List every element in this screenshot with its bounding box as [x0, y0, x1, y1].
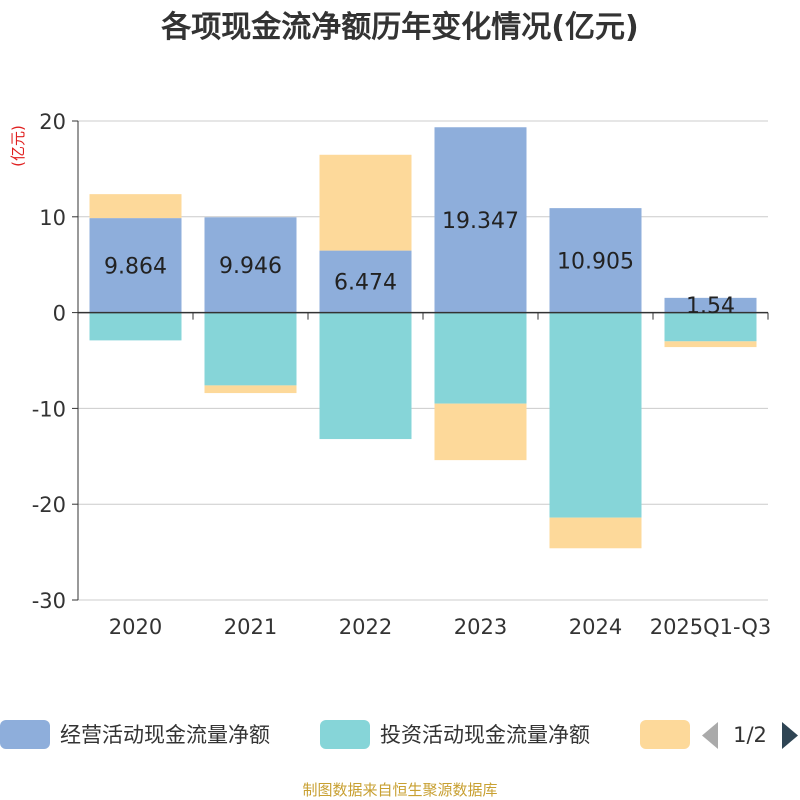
y-tick-label: -20 — [32, 493, 66, 517]
y-tick-label: 0 — [53, 302, 66, 326]
bar-1-2020[interactable] — [89, 218, 182, 313]
bar-3-2024[interactable] — [549, 517, 642, 549]
bar-1-2025Q1-Q3[interactable] — [664, 297, 757, 313]
bar-1-2024[interactable] — [549, 208, 642, 313]
pager-page-indicator: 1/2 — [733, 723, 767, 747]
bar-2-2020[interactable] — [89, 312, 182, 341]
legend-swatch-2[interactable] — [320, 720, 370, 749]
bar-2-2025Q1-Q3[interactable] — [664, 312, 757, 342]
x-tick-label-2025Q1-Q3: 2025Q1-Q3 — [650, 615, 772, 639]
axes: 20 10 0 -10 -20 -30 2020 2021 2022 2023 2024 2025Q1… — [32, 110, 772, 639]
data-label-2022: 6.474 — [334, 271, 397, 296]
x-tick-label-2022: 2022 — [339, 615, 392, 639]
bar-2-2023[interactable] — [434, 312, 527, 404]
bar-3-2023[interactable] — [434, 403, 527, 461]
x-tick-label-2020: 2020 — [109, 615, 162, 639]
x-tick-label-2023: 2023 — [454, 615, 507, 639]
bar-3-2025Q1-Q3[interactable] — [664, 341, 757, 348]
data-label-2025Q1-Q3: 1.54 — [686, 294, 735, 319]
data-label-2023: 19.347 — [442, 209, 519, 234]
pager-next-icon[interactable] — [782, 722, 798, 749]
bar-2-2024[interactable] — [549, 312, 642, 518]
pager-prev-icon[interactable] — [702, 722, 718, 749]
bar-2-2021[interactable] — [204, 312, 297, 386]
legend-label-2[interactable]: 投资活动现金流量净额 — [380, 723, 590, 747]
y-axis-unit-label: (亿元) — [9, 125, 27, 167]
bar-3-2020[interactable] — [89, 194, 182, 219]
x-tick-label-2024: 2024 — [569, 615, 622, 639]
bar-3-2021[interactable] — [204, 385, 297, 394]
data-label-2024: 10.905 — [557, 249, 634, 274]
y-tick-label: -30 — [32, 589, 66, 613]
legend-swatch-1[interactable] — [0, 720, 50, 749]
bars — [89, 127, 757, 549]
bar-2-2022[interactable] — [319, 312, 412, 440]
chart-title: 各项现金流净额历年变化情况(亿元) — [160, 10, 638, 45]
legend-swatch-3[interactable] — [640, 720, 690, 749]
data-labels: 9.864 9.946 6.474 19.347 10.905 1.54 — [104, 209, 735, 319]
bar-1-2022[interactable] — [319, 250, 412, 313]
legend-pager: 1/2 — [702, 722, 798, 749]
data-source-note: 制图数据来自恒生聚源数据库 — [302, 781, 497, 799]
x-tick-label-2021: 2021 — [224, 615, 277, 639]
grid-lines — [78, 120, 768, 601]
legend-label-1[interactable]: 经营活动现金流量净额 — [60, 723, 270, 747]
legend: 经营活动现金流量净额 投资活动现金流量净额 — [0, 720, 690, 749]
bar-1-2021[interactable] — [204, 217, 297, 313]
bar-3-2022[interactable] — [319, 154, 412, 251]
data-label-2020: 9.864 — [104, 254, 167, 279]
data-label-2021: 9.946 — [219, 254, 282, 279]
y-tick-label: -10 — [32, 397, 66, 421]
y-tick-label: 20 — [39, 110, 66, 134]
bar-1-2023[interactable] — [434, 127, 527, 313]
y-tick-label: 10 — [39, 206, 66, 230]
